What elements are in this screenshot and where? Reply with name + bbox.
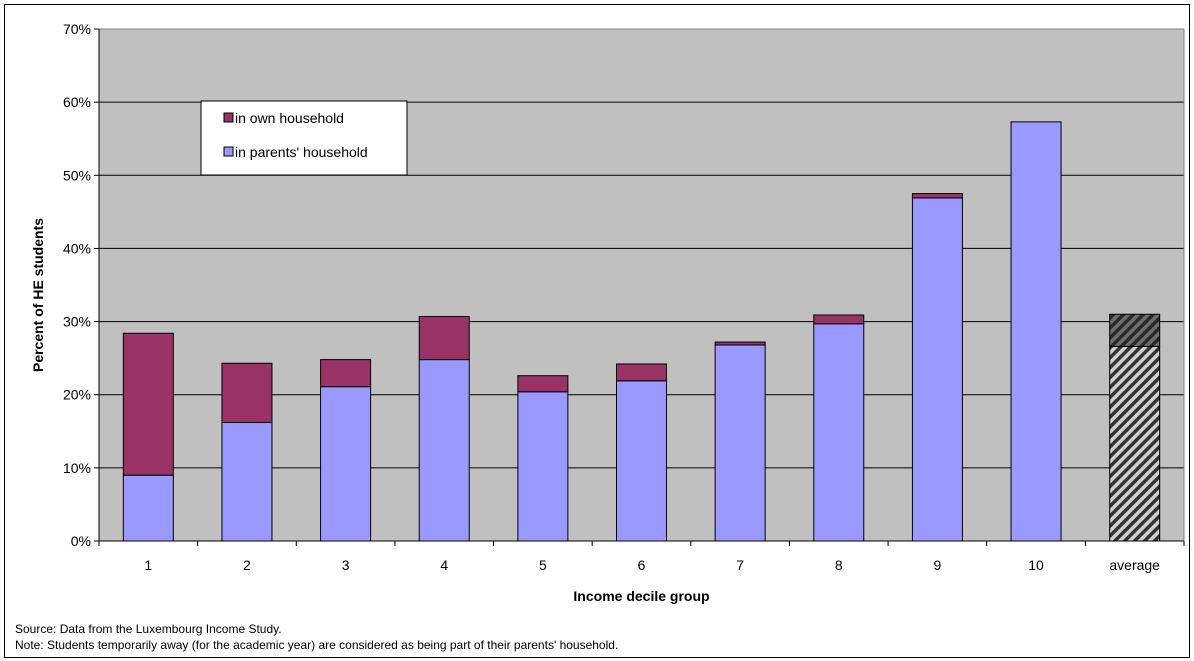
legend-swatch-own-household [223,112,234,123]
legend-swatch-parents-household [223,146,234,157]
bar-own-household [813,314,865,325]
bar-own-household [714,341,766,346]
y-tick-label: 0% [71,533,91,549]
bars [122,121,1161,542]
bar-own-household [122,332,174,476]
x-tick-labels: 1 2 3 4 5 6 7 8 9 10 average [144,557,1160,573]
bar-parents-household [122,474,174,542]
x-tick-label: 1 [144,557,152,573]
bar-own-household [1109,313,1161,347]
x-tick-label: 6 [638,557,646,573]
chart-frame: 0% 10% 20% 30% 40% 50% 60% 70% 1 2 3 4 5 6 7 8 9 10 avera… [4,4,1190,658]
x-tick-label: 2 [243,557,251,573]
y-tick-label: 50% [63,167,91,183]
y-tick-label: 60% [63,94,91,110]
x-axis-title: Income decile group [573,588,709,604]
x-tick-label: 3 [342,557,350,573]
y-tick-labels: 0% 10% 20% 30% 40% 50% 60% 70% [63,21,91,549]
y-tick-label: 40% [63,240,91,256]
bar-parents-household [813,323,865,542]
bar-own-household [517,375,569,393]
bar-own-household [418,315,470,361]
y-tick-label: 30% [63,314,91,330]
bar-parents-household [714,344,766,542]
x-tick-label: 7 [736,557,744,573]
bar-parents-household [1010,121,1062,542]
legend-label-parents-household: in parents' household [235,144,368,160]
y-tick-label: 70% [63,21,91,37]
footnote: Note: Students temporarily away (for the… [15,638,619,652]
y-axis-title: Percent of HE students [30,218,46,372]
bar-parents-household [911,197,963,542]
y-tick-label: 20% [63,387,91,403]
legend-box [200,100,408,176]
bar-parents-household [1109,345,1161,542]
x-tick-label: average [1109,557,1160,573]
bar-parents-household [517,391,569,542]
x-tick-label: 5 [539,557,547,573]
bar-parents-household [616,380,667,542]
bar-parents-household [221,422,273,542]
legend-label-own-household: in own household [235,110,344,126]
x-tick-label: 9 [934,557,942,573]
y-tick-label: 10% [63,460,91,476]
x-tick-label: 8 [835,557,843,573]
chart-svg: 0% 10% 20% 30% 40% 50% 60% 70% 1 2 3 4 5 6 7 8 9 10 avera… [30,21,1185,604]
bar-own-household [320,359,372,388]
x-tick-label: 4 [440,557,448,573]
source-note: Source: Data from the Luxembourg Income … [15,622,282,636]
axes [98,28,1185,546]
bar-own-household [221,362,273,424]
bar-own-household [616,363,667,382]
bar-parents-household [320,386,372,542]
bar-own-household [911,193,963,199]
legend: in own household in parents' household [200,100,408,176]
x-tick-label: 10 [1028,557,1044,573]
bar-parents-household [418,359,470,542]
